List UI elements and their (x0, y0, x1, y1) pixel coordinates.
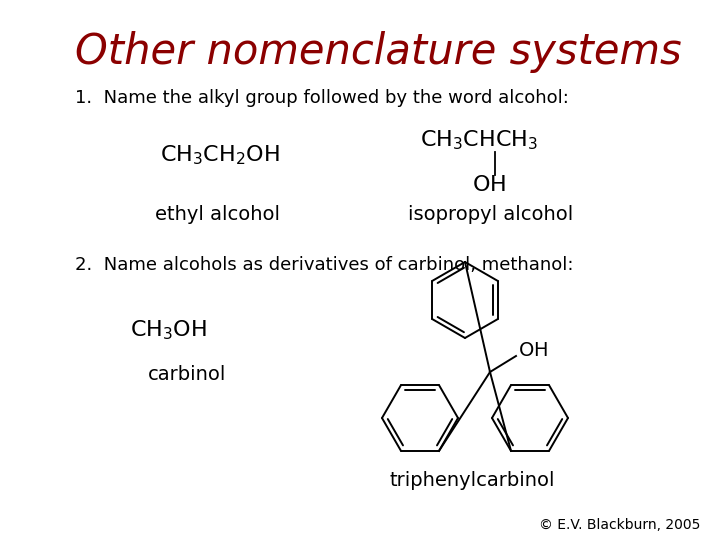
Text: $\mathregular{OH}$: $\mathregular{OH}$ (472, 175, 506, 195)
Text: Other nomenclature systems: Other nomenclature systems (75, 31, 682, 73)
Text: carbinol: carbinol (148, 366, 226, 384)
Text: $\mathregular{CH_3OH}$: $\mathregular{CH_3OH}$ (130, 318, 207, 342)
Text: 1.  Name the alkyl group followed by the word alcohol:: 1. Name the alkyl group followed by the … (75, 89, 569, 107)
Text: ethyl alcohol: ethyl alcohol (155, 206, 280, 225)
Text: isopropyl alcohol: isopropyl alcohol (408, 206, 573, 225)
Text: $\mathregular{OH}$: $\mathregular{OH}$ (518, 341, 548, 360)
Text: © E.V. Blackburn, 2005: © E.V. Blackburn, 2005 (539, 518, 700, 532)
Text: $\mathregular{CH_3CHCH_3}$: $\mathregular{CH_3CHCH_3}$ (420, 128, 539, 152)
Text: triphenylcarbinol: triphenylcarbinol (390, 470, 556, 489)
Text: $\mathregular{CH_3CH_2OH}$: $\mathregular{CH_3CH_2OH}$ (160, 143, 280, 167)
Text: 2.  Name alcohols as derivatives of carbinol, methanol:: 2. Name alcohols as derivatives of carbi… (75, 256, 574, 274)
